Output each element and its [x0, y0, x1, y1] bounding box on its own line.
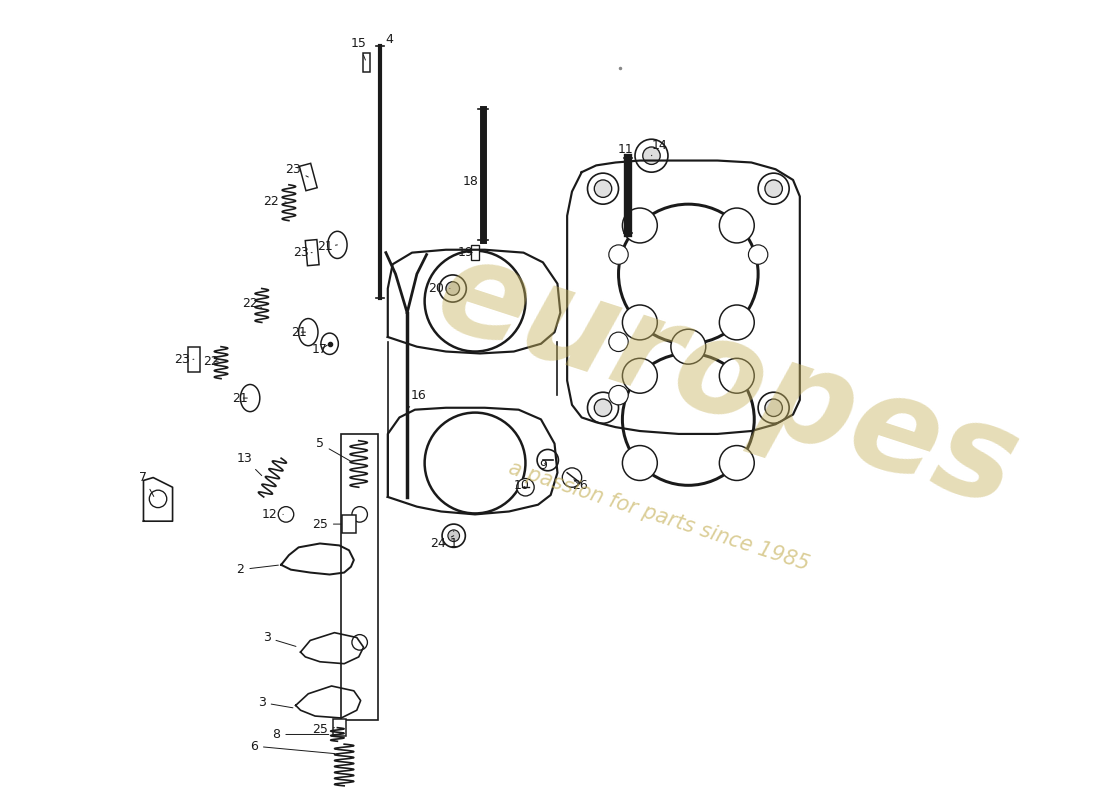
Text: 23: 23: [293, 246, 312, 259]
Ellipse shape: [594, 180, 612, 198]
Ellipse shape: [635, 139, 668, 172]
Ellipse shape: [623, 358, 658, 394]
Ellipse shape: [298, 318, 318, 346]
Ellipse shape: [425, 250, 526, 351]
Text: 3: 3: [263, 631, 296, 646]
Ellipse shape: [587, 173, 618, 204]
Text: 13: 13: [236, 452, 262, 475]
Ellipse shape: [587, 392, 618, 423]
Ellipse shape: [562, 468, 582, 487]
Ellipse shape: [764, 399, 782, 417]
Ellipse shape: [442, 524, 465, 547]
Ellipse shape: [608, 332, 628, 351]
Text: 14: 14: [651, 139, 667, 156]
Ellipse shape: [671, 330, 706, 364]
Ellipse shape: [321, 333, 339, 354]
Ellipse shape: [608, 386, 628, 405]
Ellipse shape: [719, 208, 755, 243]
Ellipse shape: [758, 392, 789, 423]
Text: 10: 10: [514, 479, 529, 492]
Ellipse shape: [719, 305, 755, 340]
Bar: [299, 163, 317, 190]
Text: 17: 17: [312, 343, 328, 356]
Ellipse shape: [618, 204, 758, 344]
Text: 19: 19: [458, 246, 473, 259]
Bar: [306, 239, 319, 266]
Text: 15: 15: [351, 37, 366, 60]
Text: 4: 4: [379, 33, 394, 51]
Ellipse shape: [764, 180, 782, 198]
Ellipse shape: [594, 399, 612, 417]
Ellipse shape: [719, 446, 755, 481]
Text: 9: 9: [539, 459, 547, 473]
Text: 5: 5: [316, 437, 351, 462]
Text: 16: 16: [409, 389, 427, 407]
Text: 25: 25: [312, 723, 334, 736]
Ellipse shape: [448, 530, 460, 542]
Ellipse shape: [608, 245, 628, 264]
Ellipse shape: [328, 231, 348, 258]
Ellipse shape: [446, 282, 460, 295]
Text: 22: 22: [204, 354, 219, 368]
Text: 2: 2: [236, 563, 278, 576]
Ellipse shape: [642, 147, 660, 165]
Ellipse shape: [623, 446, 658, 481]
Text: 18: 18: [462, 175, 483, 188]
Text: a passion for parts since 1985: a passion for parts since 1985: [506, 458, 812, 574]
Ellipse shape: [352, 634, 367, 650]
Bar: [341, 434, 378, 720]
Text: europes: europes: [421, 227, 1033, 534]
Ellipse shape: [517, 478, 535, 496]
Text: 8: 8: [273, 728, 329, 741]
Text: 22: 22: [264, 194, 286, 208]
Text: 24: 24: [430, 536, 453, 550]
Ellipse shape: [623, 208, 658, 243]
Ellipse shape: [425, 413, 526, 514]
Text: 23: 23: [175, 353, 194, 366]
Text: 1: 1: [450, 531, 458, 550]
Ellipse shape: [623, 354, 755, 486]
Bar: [188, 346, 200, 372]
Ellipse shape: [537, 450, 559, 470]
Text: 21: 21: [317, 240, 338, 254]
Ellipse shape: [439, 275, 466, 302]
Text: 12: 12: [262, 508, 283, 521]
Text: 25: 25: [312, 518, 341, 530]
Text: 7: 7: [140, 471, 154, 497]
Text: 6: 6: [250, 740, 334, 754]
Ellipse shape: [352, 506, 367, 522]
Text: 11: 11: [617, 143, 634, 162]
Text: 21: 21: [232, 391, 249, 405]
Text: 26: 26: [572, 479, 587, 492]
Text: 21: 21: [290, 326, 307, 338]
Bar: [342, 515, 355, 533]
Ellipse shape: [241, 385, 260, 412]
Bar: [471, 246, 480, 260]
Ellipse shape: [150, 490, 167, 508]
Ellipse shape: [719, 358, 755, 394]
Ellipse shape: [758, 173, 789, 204]
Ellipse shape: [748, 245, 768, 264]
Text: 20: 20: [428, 282, 450, 295]
Ellipse shape: [278, 506, 294, 522]
Ellipse shape: [623, 305, 658, 340]
Text: 22: 22: [242, 297, 262, 310]
Bar: [363, 53, 371, 72]
Bar: [332, 719, 346, 737]
Text: 23: 23: [285, 162, 308, 177]
Text: 3: 3: [257, 696, 293, 709]
